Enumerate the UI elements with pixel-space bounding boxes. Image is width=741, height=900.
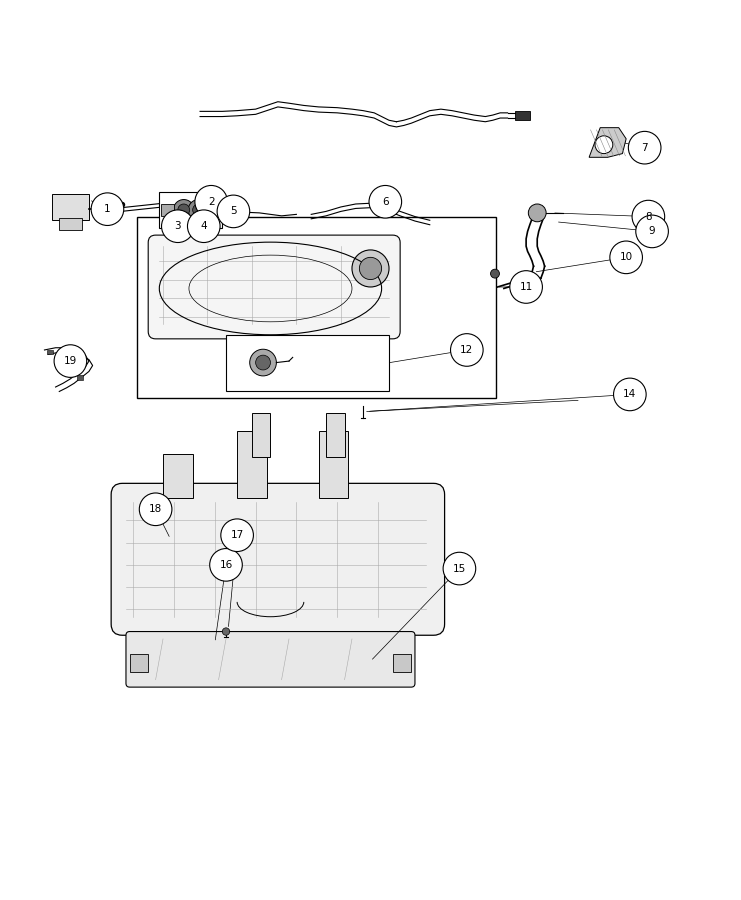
Bar xyxy=(47,350,53,355)
Circle shape xyxy=(178,204,190,216)
Circle shape xyxy=(210,549,242,581)
Bar xyxy=(252,413,270,457)
FancyBboxPatch shape xyxy=(126,632,415,687)
Text: 8: 8 xyxy=(645,212,651,221)
Text: 6: 6 xyxy=(382,197,388,207)
Circle shape xyxy=(217,195,250,228)
Text: 10: 10 xyxy=(619,252,633,262)
Polygon shape xyxy=(589,128,626,158)
Circle shape xyxy=(632,201,665,233)
Circle shape xyxy=(188,200,209,220)
Bar xyxy=(159,192,222,228)
Circle shape xyxy=(451,334,483,366)
Text: 4: 4 xyxy=(201,221,207,231)
FancyBboxPatch shape xyxy=(111,483,445,635)
FancyBboxPatch shape xyxy=(148,235,400,339)
Circle shape xyxy=(250,349,276,376)
Text: 18: 18 xyxy=(149,504,162,514)
Circle shape xyxy=(614,378,646,410)
Bar xyxy=(237,431,267,499)
Bar xyxy=(59,218,82,230)
Text: 12: 12 xyxy=(460,345,473,355)
Circle shape xyxy=(610,241,642,274)
Bar xyxy=(161,204,174,216)
Bar xyxy=(130,653,148,672)
Bar xyxy=(226,335,389,391)
Bar xyxy=(163,454,193,499)
Circle shape xyxy=(510,271,542,303)
Circle shape xyxy=(54,345,87,377)
Circle shape xyxy=(187,210,220,242)
Circle shape xyxy=(352,250,389,287)
Bar xyxy=(326,413,345,457)
Bar xyxy=(137,217,496,398)
Text: 16: 16 xyxy=(219,560,233,570)
Text: 5: 5 xyxy=(230,206,236,216)
Circle shape xyxy=(595,136,613,154)
Circle shape xyxy=(195,185,227,218)
Text: 19: 19 xyxy=(64,356,77,366)
Circle shape xyxy=(139,493,172,526)
Bar xyxy=(52,194,89,220)
Text: 2: 2 xyxy=(208,197,214,207)
Circle shape xyxy=(173,200,194,220)
Bar xyxy=(67,366,73,371)
Circle shape xyxy=(256,356,270,370)
Text: 1: 1 xyxy=(104,204,110,214)
Text: 14: 14 xyxy=(623,390,637,400)
Circle shape xyxy=(491,269,499,278)
Text: 15: 15 xyxy=(453,563,466,573)
Text: 11: 11 xyxy=(519,282,533,292)
Circle shape xyxy=(443,553,476,585)
Circle shape xyxy=(193,204,205,216)
Circle shape xyxy=(119,202,125,208)
Circle shape xyxy=(162,210,194,242)
Text: 3: 3 xyxy=(175,221,181,231)
Circle shape xyxy=(91,193,124,226)
Circle shape xyxy=(359,257,382,280)
Text: 7: 7 xyxy=(642,143,648,153)
Circle shape xyxy=(528,204,546,221)
Circle shape xyxy=(221,519,253,552)
Circle shape xyxy=(222,628,230,635)
Circle shape xyxy=(636,215,668,248)
Bar xyxy=(393,653,411,672)
Bar xyxy=(58,357,64,362)
Text: 17: 17 xyxy=(230,530,244,540)
Bar xyxy=(515,111,530,121)
Text: 9: 9 xyxy=(649,227,655,237)
Bar xyxy=(319,431,348,499)
Circle shape xyxy=(369,185,402,218)
Circle shape xyxy=(628,131,661,164)
Bar xyxy=(77,375,83,380)
